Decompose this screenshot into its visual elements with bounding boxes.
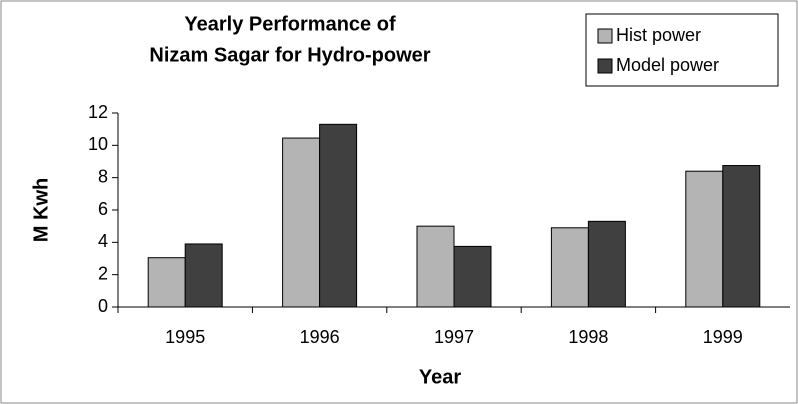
bar: [416, 225, 455, 308]
bar: [453, 245, 492, 308]
bar: [147, 257, 186, 308]
legend-label: Model power: [616, 55, 719, 75]
bar: [722, 165, 761, 308]
x-tick-label: 1998: [568, 327, 608, 347]
y-tick-label: 10: [88, 134, 108, 154]
bar: [550, 227, 589, 308]
bar: [319, 123, 358, 308]
y-axis-label: M Kwh: [30, 178, 52, 242]
x-tick-label: 1996: [300, 327, 340, 347]
y-tick-label: 4: [98, 231, 108, 251]
chart-title: Yearly Performance of: [184, 13, 396, 35]
bar: [587, 220, 626, 308]
bar: [685, 170, 724, 308]
y-tick-label: 0: [98, 296, 108, 316]
y-tick-label: 8: [98, 166, 108, 186]
legend-swatch: [597, 28, 613, 44]
legend-box: [585, 13, 779, 87]
y-tick-label: 2: [98, 263, 108, 283]
y-tick-label: 12: [88, 102, 108, 122]
legend-swatch: [597, 58, 613, 74]
bar: [282, 137, 321, 308]
x-axis-label: Year: [419, 366, 461, 388]
bar: [184, 243, 223, 308]
x-tick-label: 1999: [703, 327, 743, 347]
legend-label: Hist power: [616, 25, 701, 45]
x-tick-label: 1995: [165, 327, 205, 347]
chart-subtitle: Nizam Sagar for Hydro-power: [149, 44, 430, 66]
x-tick-label: 1997: [434, 327, 474, 347]
y-tick-label: 6: [98, 199, 108, 219]
